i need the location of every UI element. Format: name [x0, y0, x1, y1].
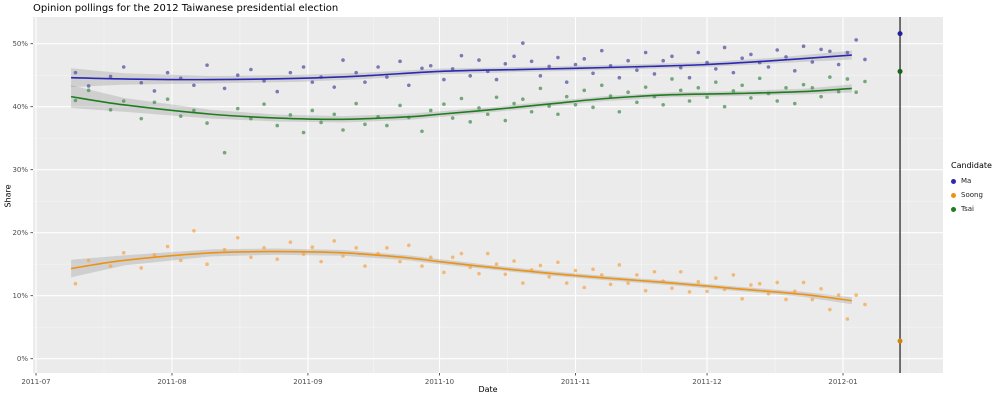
y-tick-label: 30% [12, 166, 28, 174]
legend-swatch-icon [951, 192, 956, 198]
plot-panel [33, 17, 943, 373]
legend: Candidate Ma Soong Tsai [951, 161, 992, 219]
series-ma-ci-band [71, 50, 852, 88]
x-axis-title: Date [478, 385, 498, 394]
y-tick-label: 40% [12, 103, 28, 111]
election-result-point-tsai [897, 68, 903, 74]
x-tick-label: 2011-07 [21, 378, 50, 386]
legend-item-soong: Soong [951, 191, 992, 199]
series-tsai-smooth-line [70, 87, 852, 121]
series-soong-smooth-line [70, 250, 852, 302]
y-axis-title: Share [3, 184, 13, 208]
series-soong-ci-band [71, 248, 852, 305]
series-ma-points [73, 38, 867, 94]
series-tsai-ci-band [71, 84, 852, 123]
x-tick-label: 2011-08 [157, 378, 186, 386]
x-tick-label: 2011-10 [425, 378, 454, 386]
series-ma-smooth-line [71, 54, 852, 81]
legend-swatch-icon [951, 206, 956, 212]
y-axis-ticks: 0% 10% 20% 30% 40% 50% [12, 40, 33, 363]
minor-gridlines [33, 17, 943, 373]
y-tick-label: 0% [17, 355, 28, 363]
series-soong-points [73, 229, 867, 321]
legend-swatch-icon [951, 178, 956, 184]
y-tick-label: 20% [12, 229, 28, 237]
legend-item-tsai: Tsai [951, 205, 992, 213]
x-tick-label: 2011-12 [692, 378, 721, 386]
x-tick-label: 2011-11 [561, 378, 590, 386]
legend-item-label: Soong [961, 191, 983, 199]
legend-item-label: Tsai [961, 205, 974, 213]
election-result-point-soong [897, 338, 903, 344]
x-tick-label: 2012-01 [828, 378, 857, 386]
legend-title: Candidate [951, 161, 992, 170]
y-tick-label: 50% [12, 40, 28, 48]
series-tsai-points [73, 75, 867, 155]
legend-item-label: Ma [961, 177, 972, 185]
legend-items: Ma Soong Tsai [951, 177, 992, 213]
legend-item-ma: Ma [951, 177, 992, 185]
chart-title: Opinion pollings for the 2012 Taiwanese … [33, 3, 339, 14]
election-result-point-ma [897, 31, 903, 37]
y-tick-label: 10% [12, 292, 28, 300]
x-tick-label: 2011-09 [293, 378, 322, 386]
x-axis-ticks: 2011-07 2011-08 2011-09 2011-10 2011-11 2011-… [21, 373, 858, 386]
major-gridlines [33, 17, 943, 373]
